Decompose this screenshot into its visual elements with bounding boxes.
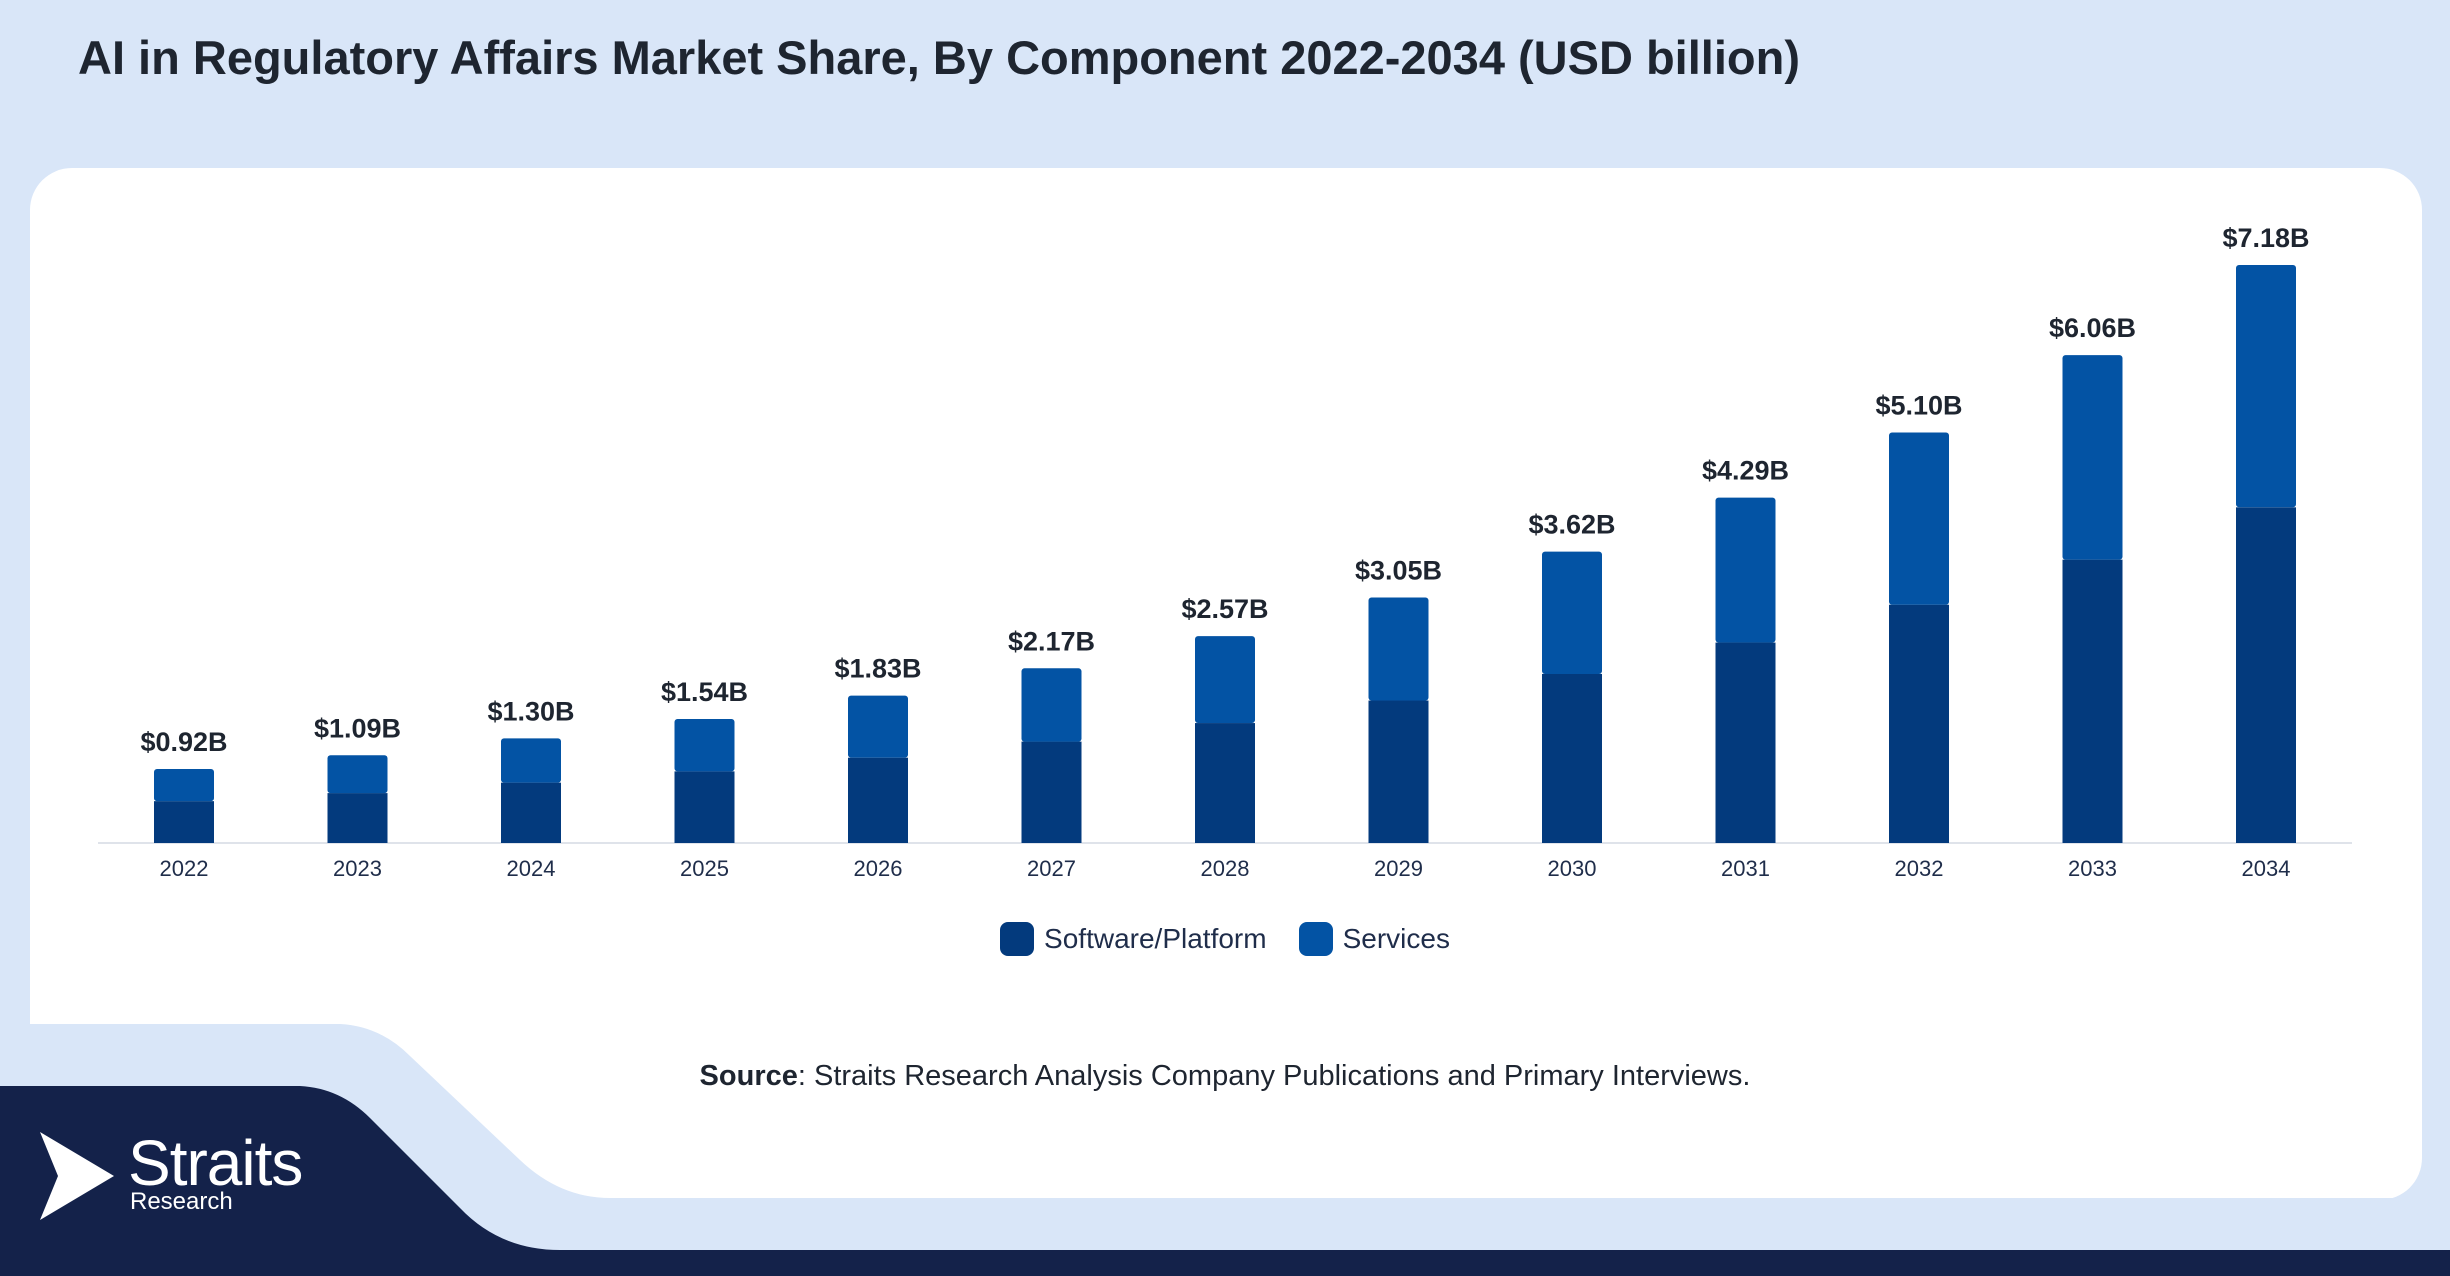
total-label-2022: $0.92B — [140, 727, 227, 757]
total-label-2028: $2.57B — [1181, 594, 1268, 624]
total-label-2026: $1.83B — [834, 654, 921, 684]
x-tick-label-2031: 2031 — [1721, 856, 1770, 881]
total-label-2029: $3.05B — [1355, 555, 1442, 585]
bar-services-2023 — [327, 755, 388, 794]
page-title: AI in Regulatory Affairs Market Share, B… — [78, 31, 1800, 84]
bar-services-2033 — [2062, 355, 2123, 560]
total-label-2033: $6.06B — [2049, 313, 2136, 343]
x-tick-label-2022: 2022 — [160, 856, 209, 881]
legend-label-software: Software/Platform — [1044, 923, 1267, 954]
source-note: Source: Straits Research Analysis Compan… — [0, 1060, 2450, 1093]
straits-logo: Straits Research — [36, 1127, 356, 1222]
bar-software-2023 — [327, 793, 388, 843]
total-label-2025: $1.54B — [661, 677, 748, 707]
legend-item-software: Software/Platform — [1000, 922, 1267, 956]
total-label-2031: $4.29B — [1702, 456, 1789, 486]
bar-software-2024 — [501, 782, 561, 843]
x-tick-label-2033: 2033 — [2068, 856, 2117, 881]
x-tick-label-2030: 2030 — [1548, 856, 1597, 881]
legend-swatch-services — [1298, 922, 1333, 956]
legend-swatch-software — [1000, 922, 1035, 956]
x-tick-label-2029: 2029 — [1374, 856, 1423, 881]
bar-services-2024 — [501, 738, 561, 783]
bar-software-2034 — [2236, 507, 2296, 843]
bar-software-2028 — [1195, 723, 1255, 843]
total-label-2034: $7.18B — [2222, 223, 2309, 253]
bar-software-2025 — [674, 771, 735, 843]
bar-services-2031 — [1715, 497, 1776, 643]
x-tick-label-2024: 2024 — [507, 856, 556, 881]
x-tick-label-2023: 2023 — [333, 856, 382, 881]
bar-services-2027 — [1021, 668, 1082, 742]
x-tick-label-2028: 2028 — [1201, 856, 1250, 881]
bar-services-2032 — [1889, 432, 1949, 605]
bar-software-2026 — [848, 757, 908, 843]
footer-wave-light — [0, 1024, 2450, 1276]
total-label-2027: $2.17B — [1008, 626, 1095, 656]
bar-software-2029 — [1368, 700, 1429, 843]
bar-services-2025 — [674, 719, 735, 772]
x-tick-label-2032: 2032 — [1895, 856, 1944, 881]
bar-software-2033 — [2062, 559, 2123, 843]
bar-services-2029 — [1368, 597, 1429, 701]
x-tick-label-2026: 2026 — [854, 856, 903, 881]
bar-services-2034 — [2236, 265, 2296, 508]
x-tick-label-2034: 2034 — [2242, 856, 2291, 881]
total-label-2023: $1.09B — [314, 713, 401, 743]
bars-layer: $0.92B 2022 $1.09B 2023 $1.30B 2024 $1.54B 2025… — [140, 223, 2309, 881]
logo-arrow-icon — [40, 1132, 114, 1220]
legend-item-services: Services — [1298, 922, 1450, 956]
total-label-2024: $1.30B — [487, 696, 574, 726]
legend: Software/Platform Services — [0, 922, 2450, 956]
x-tick-label-2027: 2027 — [1027, 856, 1076, 881]
bar-software-2032 — [1889, 604, 1949, 843]
bar-services-2026 — [848, 695, 908, 758]
source-label: Source — [699, 1060, 798, 1092]
legend-label-services: Services — [1342, 923, 1450, 954]
bar-software-2030 — [1542, 673, 1602, 843]
footer-wave-dark — [0, 1086, 2450, 1276]
source-text: : Straits Research Analysis Company Publ… — [797, 1060, 1751, 1092]
logo-name: Straits — [128, 1127, 303, 1199]
x-tick-label-2025: 2025 — [680, 856, 729, 881]
bar-services-2030 — [1542, 551, 1602, 674]
bar-services-2022 — [154, 768, 214, 802]
total-label-2032: $5.10B — [1875, 390, 1962, 420]
bar-software-2027 — [1021, 741, 1082, 843]
total-label-2030: $3.62B — [1528, 510, 1615, 540]
bar-software-2031 — [1715, 642, 1776, 843]
bar-services-2028 — [1195, 636, 1255, 724]
logo-subtitle: Research — [130, 1188, 233, 1215]
bar-software-2022 — [154, 801, 214, 843]
